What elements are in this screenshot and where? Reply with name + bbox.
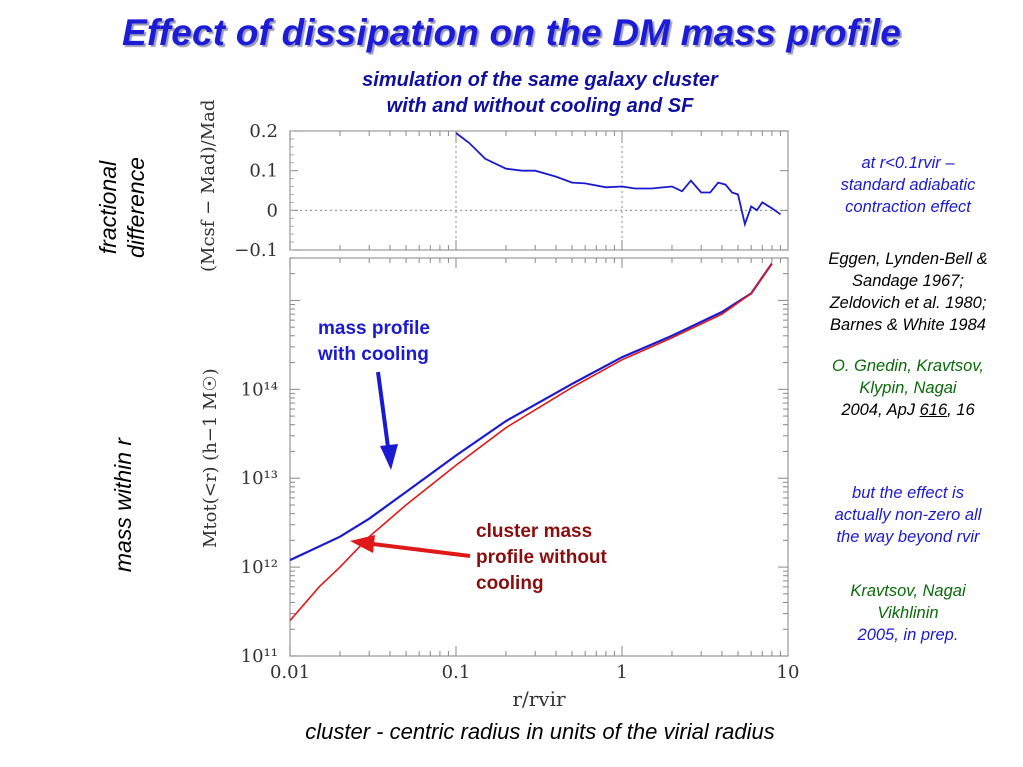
fractional-difference-line: [455, 132, 781, 228]
kravtsov-line-2: Vikhlinin: [877, 604, 939, 622]
gnedin-line-2: Klypin, Nagai: [859, 379, 957, 397]
subtitle-line-1: simulation of the same galaxy cluster: [362, 69, 718, 91]
with-cooling-line-1: mass profile: [318, 318, 430, 339]
x-tick-label: 10: [777, 662, 800, 683]
top-y-tick-label: 0.1: [249, 161, 278, 182]
x-tick-label: 0.1: [442, 662, 471, 683]
note-adiabatic-line-3: contraction effect: [845, 198, 971, 216]
note-effect-line-1: but the effect is: [852, 484, 964, 502]
slide-title: Effect of dissipation on the DM mass pro…: [121, 12, 902, 53]
without-cooling-line-1: cluster mass: [476, 521, 593, 542]
bottom-y-tick-label: 10¹¹: [241, 646, 278, 667]
note-effect-line-2: actually non-zero all: [834, 506, 982, 524]
without-cooling-annotation: cluster mass profile without cooling: [476, 519, 607, 597]
x-axis-label: r/rvir: [512, 687, 566, 711]
top-panel: 0.2 0.1 0 −0.1: [234, 121, 789, 261]
note-effect-line-3: the way beyond rvir: [836, 528, 980, 546]
ref-line-3: Zeldovich et al. 1980;: [829, 294, 987, 312]
ref-line-4: Barnes & White 1984: [830, 316, 986, 334]
top-y-axis-label: (Mcsf − Mad)/Mad: [198, 100, 219, 272]
arrow-without-cooling: [350, 535, 471, 558]
ref-line-1: Eggen, Lynden-Bell &: [828, 250, 988, 268]
top-y-tick-label: −0.1: [234, 240, 278, 261]
mass-with-cooling-line: [290, 262, 773, 562]
gnedin-line-1: O. Gnedin, Kravtsov,: [832, 357, 984, 375]
without-cooling-line-2: profile without: [476, 547, 607, 568]
arrow-with-cooling: [376, 371, 398, 470]
gnedin-cite-pages: , 16: [947, 401, 975, 419]
note-adiabatic: at r<0.1rvir – standard adiabatic contra…: [800, 152, 1016, 218]
bottom-y-tick-label: 10¹⁴: [241, 379, 278, 400]
gnedin-cite-volume: 616: [919, 401, 948, 419]
note-adiabatic-line-1: at r<0.1rvir –: [861, 154, 955, 172]
kravtsov-line-1: Kravtsov, Nagai: [850, 582, 966, 600]
note-adiabatic-line-2: standard adiabatic: [840, 176, 976, 194]
subtitle: simulation of the same galaxy cluster wi…: [300, 67, 780, 119]
top-y-tick-label: 0.2: [249, 121, 278, 142]
subtitle-line-2: with and without cooling and SF: [386, 95, 694, 117]
gnedin-cite-pre: 2004, ApJ: [841, 401, 920, 419]
top-panel-frame: [289, 130, 789, 251]
kravtsov-line-3: 2005, in prep.: [857, 626, 959, 644]
note-gnedin: O. Gnedin, Kravtsov, Klypin, Nagai 2004,…: [800, 355, 1016, 421]
note-effect: but the effect is actually non-zero all …: [800, 482, 1016, 548]
with-cooling-line-2: with cooling: [318, 344, 429, 365]
x-axis-caption: cluster - centric radius in units of the…: [305, 719, 775, 744]
gnedin-citation: 2004, ApJ 616, 16: [800, 399, 1016, 421]
note-references: Eggen, Lynden-Bell & Sandage 1967; Zeldo…: [800, 248, 1016, 336]
note-kravtsov: Kravtsov, Nagai Vikhlinin 2005, in prep.: [800, 580, 1016, 646]
x-tick-label: 0.01: [270, 662, 310, 683]
mass-without-cooling-line: [290, 263, 773, 622]
bottom-y-tick-label: 10¹²: [241, 557, 278, 578]
bottom-panel: 0.01 0.1 1 10 10¹¹ 10¹² 10¹³ 10¹⁴: [241, 257, 800, 683]
bottom-y-tick-label: 10¹³: [241, 468, 278, 489]
with-cooling-annotation: mass profile with cooling: [318, 316, 430, 368]
x-tick-label: 1: [616, 662, 627, 683]
top-y-tick-label: 0: [267, 200, 278, 221]
ref-line-2: Sandage 1967;: [852, 272, 964, 290]
bottom-panel-frame: [289, 257, 789, 657]
without-cooling-line-3: cooling: [476, 573, 544, 594]
bottom-y-axis-label: Mtot(<r) (h−1 M☉): [200, 368, 221, 548]
